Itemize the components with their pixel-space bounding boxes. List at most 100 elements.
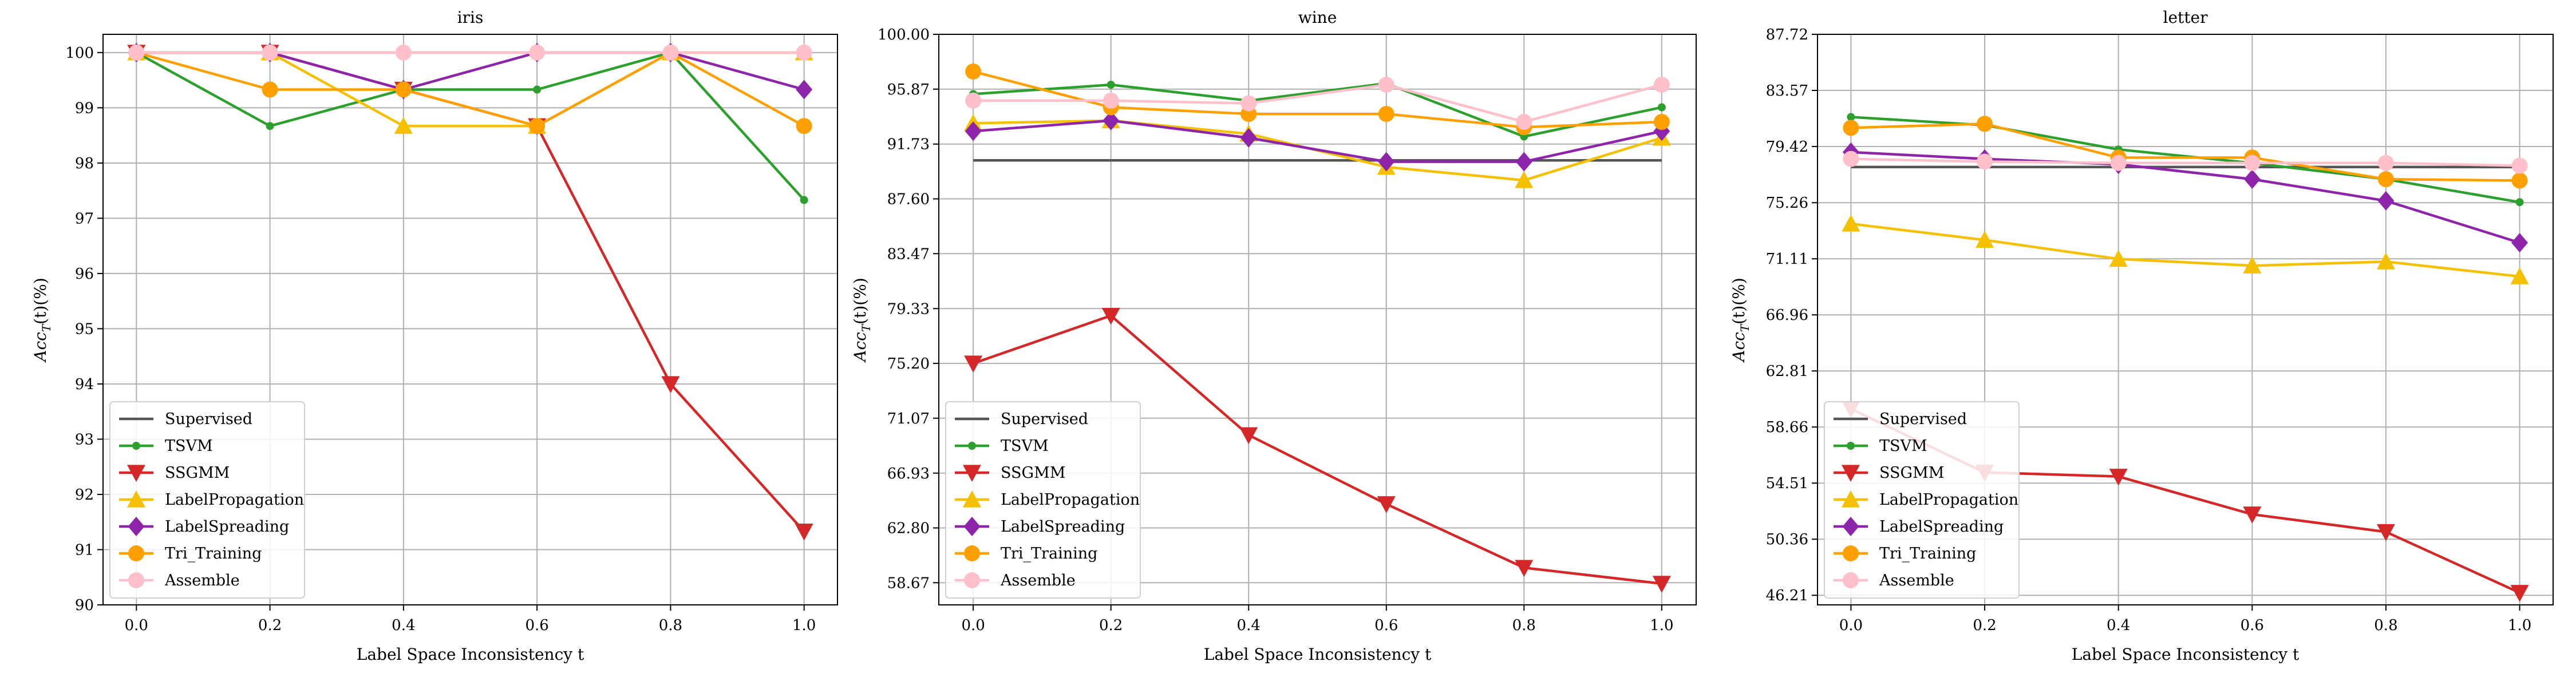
panel-title: wine (1298, 8, 1337, 27)
data-point-ssgmm (964, 355, 983, 373)
legend-label: TSVM (1879, 437, 1927, 455)
legend-label: Supervised (165, 410, 252, 428)
series-ssgmm (964, 307, 1671, 593)
legend-label: Tri_Training (1879, 545, 1976, 563)
legend-item-labelspreading: LabelSpreading (119, 517, 289, 536)
data-point-labelspreading (2243, 169, 2261, 189)
data-point-labelspreading (1240, 128, 1257, 148)
data-point-assemble (1843, 151, 1859, 167)
series-line-tsvm (136, 51, 805, 201)
x-axis-label: Label Space Inconsistency t (2072, 645, 2300, 664)
legend-swatch-marker (128, 545, 144, 561)
data-point-labelpropagation (2243, 256, 2262, 274)
y-tick-label: 75.26 (1766, 195, 1808, 212)
data-point-labelpropagation (1515, 171, 1534, 188)
legend-item-ssgmm: SSGMM (1834, 464, 1944, 482)
legend-label: Tri_Training (165, 545, 262, 563)
legend-item-labelpropagation: LabelPropagation (1834, 490, 2018, 509)
legend-label: LabelPropagation (1001, 491, 1140, 509)
y-tick-label: 99 (75, 100, 94, 117)
x-tick-label: 1.0 (2508, 617, 2531, 634)
data-point-ssgmm (2376, 524, 2395, 541)
legend-label: LabelPropagation (1879, 491, 2018, 509)
y-tick-label: 79.33 (887, 300, 930, 318)
data-point-tsvm (1657, 103, 1666, 112)
legend-label: Supervised (1879, 410, 1967, 428)
y-tick-label: 66.93 (887, 465, 930, 482)
y-tick-label: 50.36 (1766, 531, 1808, 548)
legend: Supervised TSVM SSGMM LabelPropagation Label… (109, 401, 305, 599)
data-point-ssgmm (2109, 469, 2128, 486)
data-point-labelpropagation (2109, 250, 2128, 267)
panel-title: letter (2163, 8, 2208, 27)
legend-item-ssgmm: SSGMM (119, 464, 230, 482)
series-line-tri-training (973, 70, 1662, 129)
series-assemble (1843, 151, 2528, 174)
legend-item-supervised: Supervised (119, 410, 252, 428)
legend-item-tri-training: Tri_Training (119, 545, 262, 563)
y-tick-label: 91.73 (887, 136, 930, 153)
y-tick-label: 87.72 (1766, 26, 1808, 43)
x-tick-label: 0.8 (1512, 617, 1536, 634)
data-point-tri-training (1378, 106, 1394, 122)
y-tick-label: 96 (75, 266, 94, 283)
data-point-assemble (128, 44, 145, 61)
legend-label: Assemble (1000, 572, 1076, 589)
y-tick-label: 58.67 (887, 575, 930, 592)
y-axis-label: AccT(t)(%) (31, 278, 53, 363)
chart-panel-iris: 0.0 0.2 0.4 0.6 0.8 1.0 90 91 92 93 94 95 96 97 98 99 10… (31, 8, 838, 664)
series-assemble (128, 44, 812, 61)
data-point-tsvm (266, 122, 274, 130)
legend-item-tri-training: Tri_Training (955, 545, 1097, 563)
x-tick-label: 0.4 (2107, 617, 2130, 634)
data-point-tsvm (800, 196, 808, 204)
y-tick-label: 93 (75, 431, 94, 448)
data-point-assemble (796, 44, 812, 61)
y-tick-label: 79.42 (1766, 138, 1808, 156)
y-tick-label: 92 (75, 486, 94, 504)
y-tick-label: 87.60 (887, 191, 930, 208)
y-tick-label: 95.87 (887, 81, 930, 98)
plot-frame (938, 34, 1697, 605)
legend-box (945, 401, 1141, 599)
legend-item-supervised: Supervised (1834, 410, 1967, 428)
y-axis-label: AccT(t)(%) (1729, 278, 1752, 363)
legend-label: TSVM (1001, 437, 1049, 455)
chart-panel-letter: 0.0 0.2 0.4 0.6 0.8 1.0 46.21 50.36 54.51 58.66 62… (1729, 8, 2554, 664)
y-tick-label: 46.21 (1766, 587, 1808, 604)
legend-swatch-marker (1843, 572, 1859, 588)
x-tick-label: 0.2 (1973, 617, 1996, 634)
series-line-assemble (1851, 157, 2520, 167)
y-tick-label: 98 (75, 155, 94, 172)
y-tick-label: 66.96 (1766, 307, 1808, 324)
legend-label: LabelSpreading (165, 518, 289, 536)
legend-swatch-marker (128, 517, 145, 536)
series-line-tri-training (136, 51, 805, 128)
data-point-labelspreading (1378, 152, 1395, 172)
x-tick-label: 0.6 (525, 617, 548, 634)
data-point-tsvm (533, 85, 542, 94)
legend-swatch-marker (963, 490, 981, 508)
data-point-tri-training (2511, 172, 2528, 189)
legend-item-tsvm: TSVM (955, 437, 1049, 455)
x-tick-label: 0.0 (1839, 617, 1863, 634)
x-tick-label: 0.2 (258, 617, 282, 634)
series-line-labelspreading (1851, 151, 2520, 244)
y-tick-label: 62.81 (1766, 363, 1808, 380)
data-point-labelspreading (1515, 152, 1532, 172)
data-point-ssgmm (2510, 585, 2529, 602)
series-tsvm (1847, 113, 2524, 207)
legend-label: Supervised (1001, 410, 1088, 428)
data-point-ssgmm (1515, 560, 1534, 577)
y-tick-label: 71.11 (1766, 251, 1808, 268)
data-point-assemble (1516, 114, 1532, 130)
data-point-tri-training (2377, 171, 2394, 188)
data-point-tri-training (395, 81, 412, 98)
legend: Supervised TSVM SSGMM LabelPropagation Label… (1824, 401, 2020, 599)
data-point-assemble (662, 44, 679, 61)
legend-swatch-marker (1847, 442, 1855, 450)
legend-item-labelpropagation: LabelPropagation (955, 490, 1140, 509)
legend-box (109, 401, 305, 599)
